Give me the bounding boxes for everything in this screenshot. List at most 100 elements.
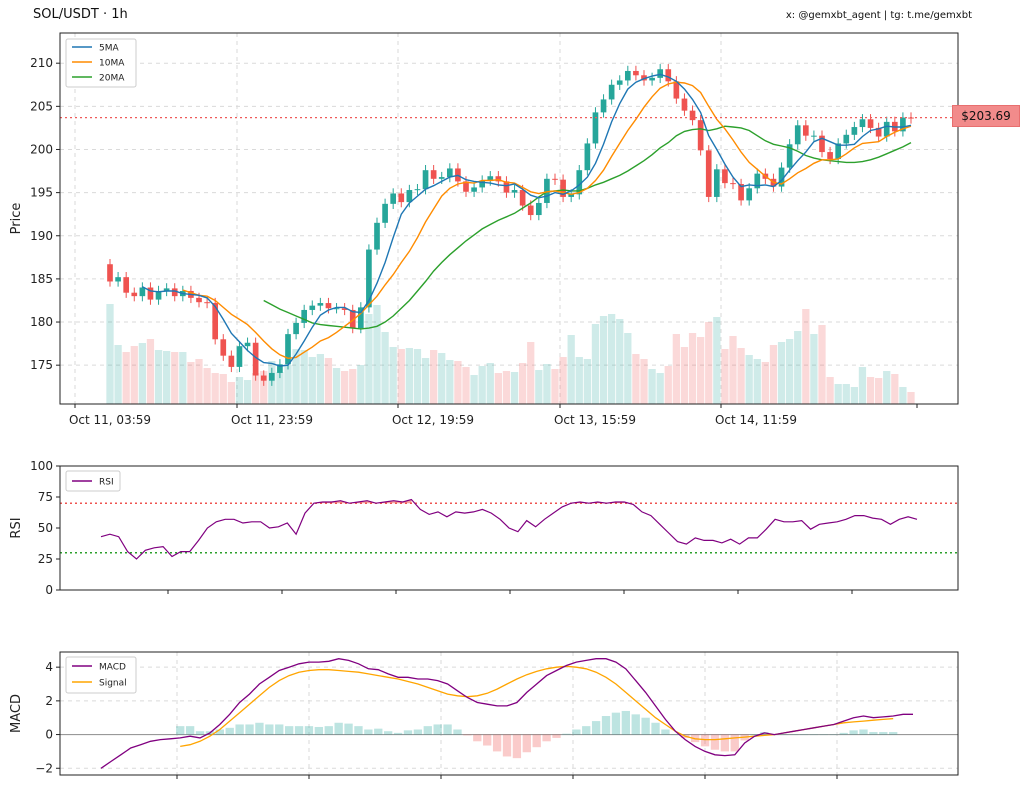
volume-bar — [114, 345, 122, 404]
volume-bar — [616, 319, 624, 404]
volume-bar — [713, 317, 721, 404]
candle-body — [471, 187, 477, 192]
price-ytick-label: 180 — [30, 315, 53, 329]
volume-bar — [446, 360, 454, 404]
candle-body — [212, 303, 219, 340]
candle-body — [479, 180, 486, 188]
price-xtick-label: Oct 11, 23:59 — [231, 413, 313, 427]
volume-bar — [785, 339, 794, 404]
candle-body — [220, 339, 227, 356]
volume-bar — [745, 355, 753, 404]
macd-histogram-bar — [780, 734, 789, 736]
volume-bar — [381, 332, 389, 404]
macd-histogram-bar — [314, 726, 324, 735]
rsi-ytick-label: 25 — [38, 552, 53, 566]
volume-bar — [794, 331, 802, 404]
candle-body — [851, 127, 858, 135]
volume-bar — [866, 377, 875, 404]
macd-histogram-bar — [393, 732, 403, 735]
macd-histogram-bar — [819, 734, 829, 736]
candle-body — [333, 308, 340, 310]
candle-body — [341, 308, 348, 310]
candle-body — [398, 193, 405, 203]
macd-histogram-bar — [790, 734, 799, 736]
macd-ytick-label: 2 — [45, 694, 53, 708]
volume-bar — [478, 366, 486, 404]
macd-histogram-bar — [195, 731, 205, 735]
price-ytick-label: 175 — [30, 358, 53, 372]
volume-bar — [737, 348, 745, 404]
macd-histogram-bar — [304, 726, 314, 735]
macd-legend-label: MACD — [99, 663, 126, 673]
candle-body — [309, 305, 316, 310]
macd-histogram-bar — [483, 734, 492, 746]
rsi-ytick-label: 0 — [45, 583, 53, 597]
volume-bar — [899, 387, 907, 404]
candle-body — [171, 288, 178, 297]
volume-bar — [438, 353, 446, 404]
candle-body — [883, 121, 890, 137]
volume-bar — [502, 371, 511, 404]
macd-histogram-bar — [324, 726, 333, 735]
volume-bar — [518, 363, 527, 404]
macd-histogram-bar — [265, 724, 274, 735]
credit-text: x: @gemxbt_agent | tg: t.me/gemxbt — [785, 10, 972, 21]
volume-bar — [874, 378, 883, 404]
macd-histogram-bar — [799, 734, 809, 736]
candle-body — [139, 287, 146, 297]
candle-body — [349, 309, 356, 329]
candle-body — [681, 98, 688, 111]
macd-histogram-bar — [235, 724, 244, 735]
macd-ytick-label: 4 — [45, 660, 53, 674]
macd-histogram-bar — [591, 721, 601, 735]
price-legend-box — [65, 38, 137, 88]
rsi-ytick-label: 75 — [38, 490, 53, 504]
rsi-line — [100, 498, 918, 560]
macd-histogram-bar — [423, 726, 432, 735]
volume-bar — [583, 359, 592, 404]
candle-body — [430, 170, 437, 179]
rsi-ylabel: RSI — [9, 517, 24, 538]
volume-bar — [300, 350, 308, 404]
macd-ylabel: MACD — [9, 694, 24, 733]
candle-body — [382, 203, 388, 223]
macd-histogram-bar — [809, 734, 819, 736]
macd-histogram-bar — [294, 726, 304, 735]
volume-bar — [462, 367, 470, 404]
volume-bar — [891, 374, 899, 404]
candle-body — [600, 99, 607, 113]
candle-body — [705, 150, 712, 197]
volume-bar — [551, 369, 559, 404]
candle-body — [778, 167, 785, 187]
volume-bar — [365, 314, 373, 404]
candle-body — [576, 170, 583, 195]
candle-body — [835, 143, 842, 159]
candle-body — [277, 364, 283, 373]
macd-histogram-bar — [185, 726, 195, 735]
volume-bar — [211, 373, 219, 404]
volume-bar — [575, 357, 583, 404]
macd-histogram-bar — [176, 726, 185, 735]
candle-body — [390, 193, 397, 204]
macd-histogram-bar — [720, 734, 730, 752]
macd-histogram-bar — [641, 717, 650, 735]
macd-histogram-bar — [562, 733, 571, 735]
rsi-legend-label: RSI — [99, 478, 114, 488]
candle-body — [730, 183, 736, 185]
macd-histogram-bar — [275, 724, 284, 735]
volume-bar — [535, 370, 543, 404]
candle-body — [665, 69, 672, 82]
volume-bar — [656, 373, 664, 404]
volume-bar — [810, 334, 818, 404]
macd-panel-frame — [59, 651, 959, 776]
volume-bar — [235, 377, 244, 404]
macd-histogram-bar — [631, 714, 640, 735]
candle-body — [196, 297, 202, 303]
volume-bar — [802, 309, 810, 404]
volume-bar — [203, 368, 211, 404]
macd-histogram-bar — [611, 712, 621, 735]
candle-body — [608, 84, 615, 100]
candle-body — [527, 205, 534, 216]
volume-bar — [162, 351, 171, 404]
price-xtick-label: Oct 12, 19:59 — [392, 413, 474, 427]
